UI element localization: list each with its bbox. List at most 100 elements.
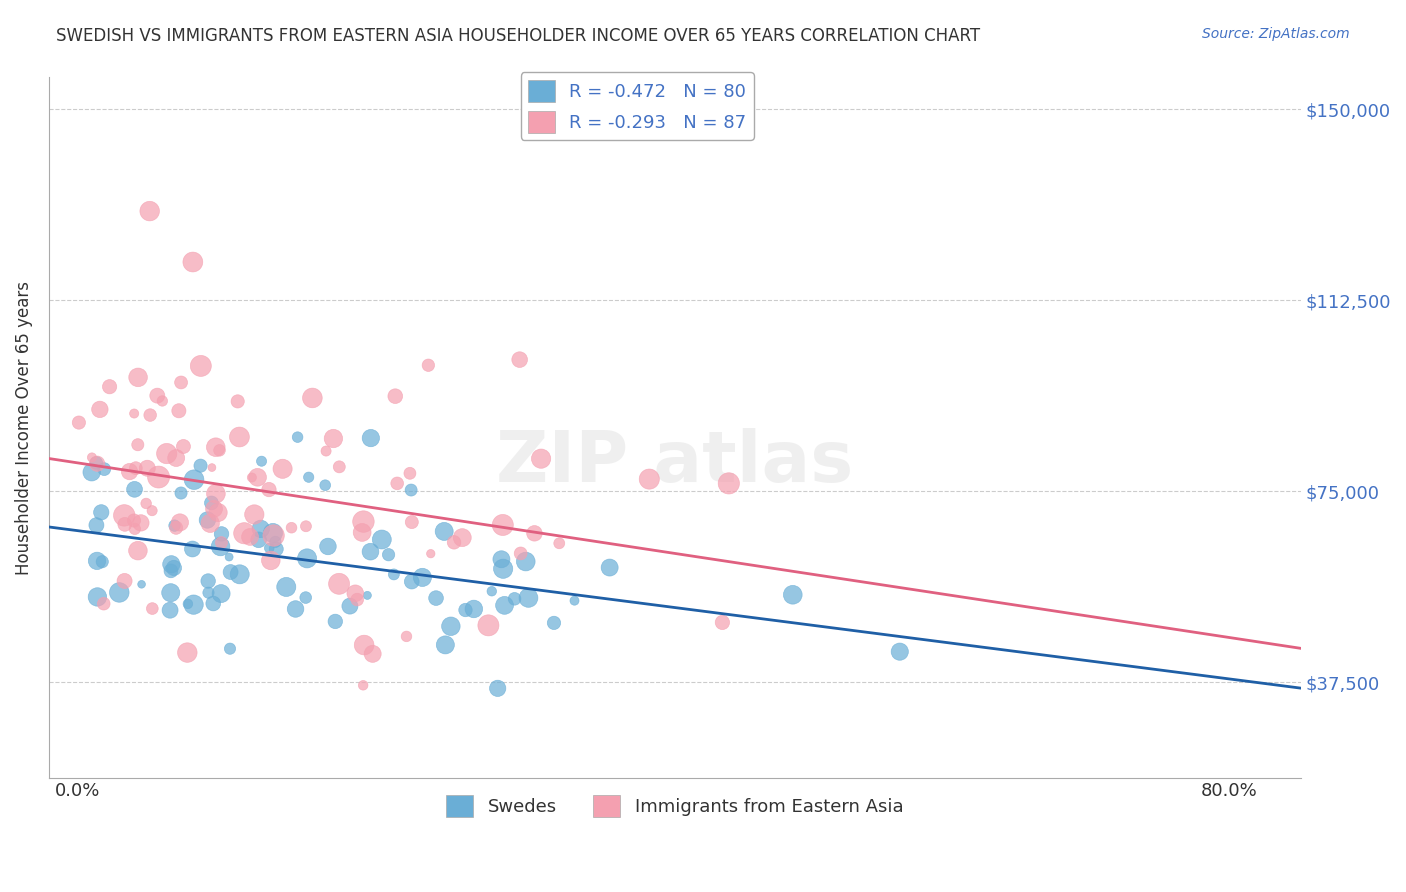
Point [122, 407, 145, 421]
Point [360, 431, 382, 445]
Point [454, 603, 477, 617]
Point [361, 647, 384, 661]
Point [122, 514, 145, 528]
Point [782, 588, 804, 602]
Point [141, 601, 163, 615]
Point [172, 440, 194, 454]
Point [294, 591, 316, 605]
Point [353, 638, 375, 652]
Point [211, 527, 233, 541]
Point [243, 508, 266, 522]
Point [599, 560, 621, 574]
Point [481, 584, 503, 599]
Point [129, 516, 152, 530]
Point [395, 629, 418, 643]
Point [352, 525, 374, 540]
Point [418, 358, 440, 372]
Point [127, 543, 149, 558]
Point [170, 376, 193, 390]
Point [385, 476, 408, 491]
Point [264, 542, 287, 557]
Point [440, 619, 463, 633]
Point [419, 547, 441, 561]
Point [264, 534, 287, 549]
Point [197, 513, 219, 527]
Point [486, 681, 509, 696]
Point [124, 522, 146, 536]
Point [127, 370, 149, 384]
Point [401, 574, 423, 589]
Point [356, 588, 378, 602]
Point [240, 470, 263, 484]
Point [86, 554, 108, 568]
Point [163, 518, 186, 533]
Point [352, 515, 374, 529]
Point [208, 443, 231, 458]
Point [148, 470, 170, 484]
Point [209, 540, 232, 554]
Point [249, 522, 271, 536]
Point [202, 597, 225, 611]
Point [219, 641, 242, 656]
Point [247, 533, 270, 547]
Point [298, 470, 321, 484]
Point [328, 577, 350, 591]
Point [204, 440, 226, 454]
Point [89, 402, 111, 417]
Point [205, 486, 228, 500]
Point [323, 615, 346, 629]
Point [463, 602, 485, 616]
Point [477, 618, 499, 632]
Point [451, 531, 474, 545]
Point [98, 380, 121, 394]
Point [494, 599, 516, 613]
Point [93, 462, 115, 476]
Point [548, 536, 571, 550]
Point [86, 518, 108, 533]
Point [84, 456, 107, 470]
Point [384, 389, 406, 403]
Point [127, 438, 149, 452]
Point [315, 444, 337, 458]
Point [112, 508, 135, 523]
Point [167, 404, 190, 418]
Text: SWEDISH VS IMMIGRANTS FROM EASTERN ASIA HOUSEHOLDER INCOME OVER 65 YEARS CORRELA: SWEDISH VS IMMIGRANTS FROM EASTERN ASIA … [56, 27, 980, 45]
Point [301, 391, 323, 405]
Point [124, 483, 146, 497]
Point [344, 586, 367, 600]
Point [515, 555, 537, 569]
Point [257, 541, 280, 555]
Point [263, 528, 285, 542]
Point [165, 521, 187, 535]
Point [131, 577, 153, 591]
Point [159, 603, 181, 617]
Point [135, 496, 157, 510]
Point [138, 204, 160, 219]
Point [156, 446, 179, 460]
Point [80, 465, 103, 479]
Point [425, 591, 447, 606]
Legend: Swedes, Immigrants from Eastern Asia: Swedes, Immigrants from Eastern Asia [439, 788, 911, 824]
Point [181, 541, 204, 556]
Point [233, 526, 256, 541]
Point [209, 586, 232, 600]
Point [91, 555, 114, 569]
Point [711, 615, 734, 630]
Point [146, 389, 169, 403]
Point [280, 521, 302, 535]
Point [197, 585, 219, 599]
Point [136, 461, 159, 475]
Point [564, 593, 586, 607]
Point [200, 516, 222, 531]
Point [139, 408, 162, 422]
Text: Source: ZipAtlas.com: Source: ZipAtlas.com [1202, 27, 1350, 41]
Point [359, 544, 381, 558]
Point [86, 590, 108, 604]
Point [503, 591, 526, 606]
Point [314, 478, 336, 492]
Point [201, 460, 224, 475]
Point [411, 570, 433, 584]
Point [492, 518, 515, 533]
Point [491, 552, 513, 566]
Point [271, 462, 294, 476]
